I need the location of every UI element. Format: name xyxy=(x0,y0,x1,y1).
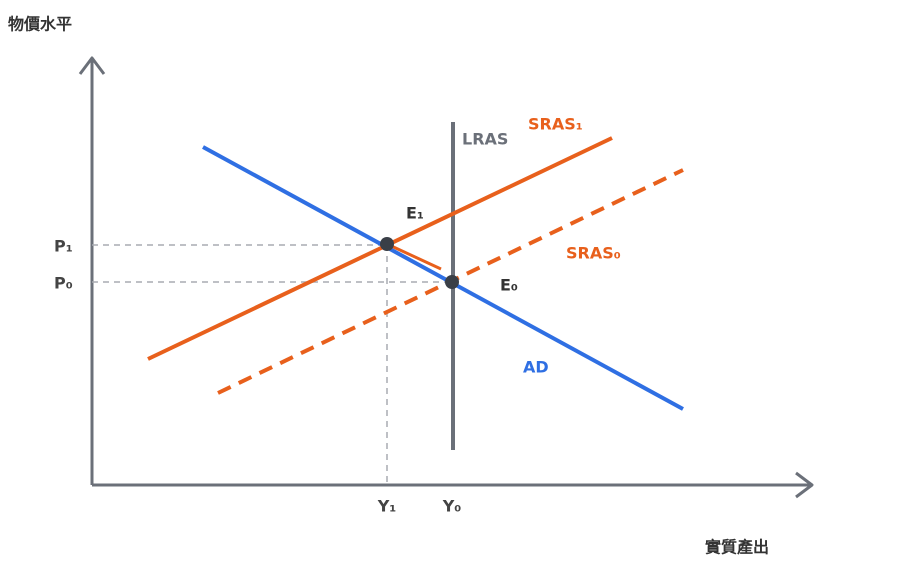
p0-label: P₀ xyxy=(54,274,73,293)
e1-point xyxy=(380,237,394,251)
x-axis-label: 實質產出 xyxy=(705,538,769,557)
y-axis-label: 物價水平 xyxy=(8,15,72,34)
y0-label: Y₀ xyxy=(442,497,462,516)
e1-label: E₁ xyxy=(406,204,424,223)
y-axis-arrow xyxy=(78,56,106,75)
y1-label: Y₁ xyxy=(377,497,397,516)
shift-arrow xyxy=(386,242,442,271)
sras0-label: SRAS₀ xyxy=(566,244,621,263)
sras1-line xyxy=(147,136,613,361)
sras1-label: SRAS₁ xyxy=(528,115,583,134)
lras-label: LRAS xyxy=(462,130,508,149)
x-axis-arrow xyxy=(795,471,814,499)
p1-label: P₁ xyxy=(54,237,73,256)
ad-line xyxy=(202,145,684,411)
ad-label: AD xyxy=(523,358,549,377)
e0-point xyxy=(445,275,459,289)
e0-label: E₀ xyxy=(500,276,518,295)
